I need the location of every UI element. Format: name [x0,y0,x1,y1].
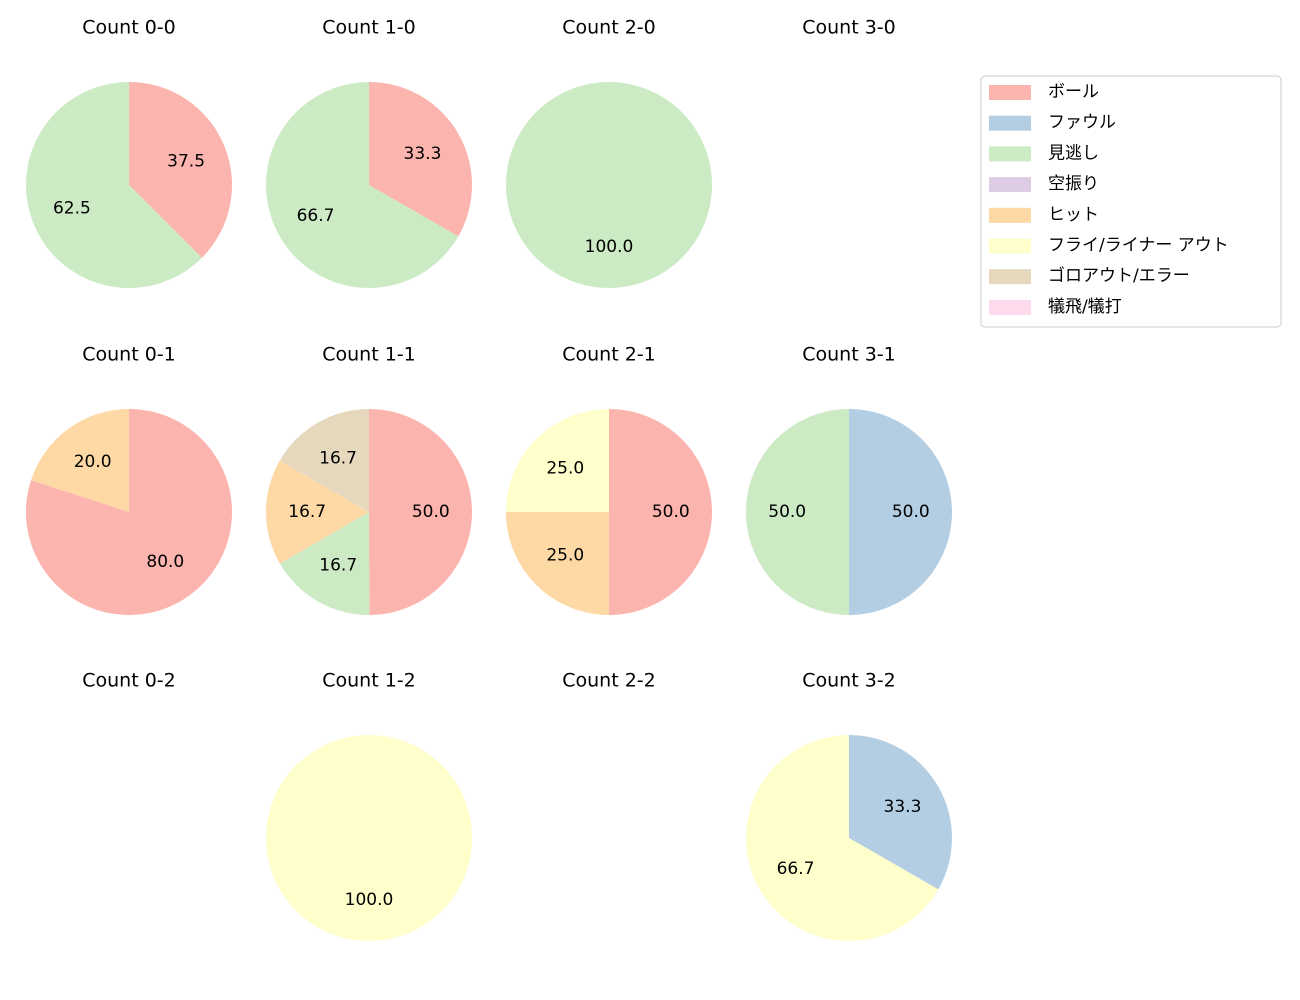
data-label: 20.0 [74,452,112,472]
data-label: 50.0 [412,502,450,522]
data-label: 50.0 [652,502,690,522]
pie-slice [26,82,202,288]
pie-slice [369,409,473,615]
pie-slice [849,735,953,890]
data-label: 25.0 [546,546,584,566]
chart-title: Count 2-2 [562,670,656,692]
pie-slice [26,409,233,615]
legend-swatch [989,146,1031,162]
chart-title: Count 2-1 [562,344,656,366]
data-label: 80.0 [146,552,184,572]
legend-box [980,75,1282,328]
pie-slice [279,512,370,616]
chart-title: Count 2-0 [562,17,656,39]
legend-label: 犠飛/犠打 [1048,297,1122,317]
pie-slice [506,512,609,615]
pie-slice [266,82,459,288]
legend-label: ヒット [1048,205,1099,225]
data-label: 25.0 [546,458,584,478]
legend-label: ボール [1048,82,1099,102]
pie-slice [746,409,849,615]
chart-title: Count 0-1 [82,344,176,366]
chart-title: Count 3-0 [802,17,896,39]
pie-slice [129,82,232,258]
data-label: 33.3 [404,144,442,164]
chart-title: Count 0-2 [82,670,176,692]
pie-slice [279,409,369,512]
pie-slice [849,409,952,615]
legend-swatch [989,207,1031,223]
data-label: 66.7 [777,859,815,879]
pie-slice [506,409,609,512]
data-label: 50.0 [892,502,930,522]
pie-slice [369,82,472,237]
legend-swatch [989,269,1031,285]
pie-slice [31,409,129,512]
legend-swatch [989,238,1031,254]
data-label: 16.7 [288,502,326,522]
data-label: 33.3 [884,797,922,817]
legend-label: 見逃し [1048,143,1099,163]
pie-slice [266,735,472,941]
legend-label: 空振り [1048,174,1099,194]
legend-swatch [989,177,1031,193]
data-label: 62.5 [53,199,91,219]
chart-title: Count 1-1 [322,344,416,366]
data-label: 16.7 [319,556,357,576]
chart-title: Count 3-1 [802,344,896,366]
data-label: 37.5 [167,151,205,171]
legend-label: ファウル [1048,113,1116,133]
chart-title: Count 3-2 [802,670,896,692]
legend-label: フライ/ライナー アウト [1048,236,1229,256]
chart-title: Count 1-0 [322,17,416,39]
data-label: 16.7 [319,448,357,468]
pie-slice [266,460,369,564]
chart-title: Count 0-0 [82,17,176,39]
legend-label: ゴロアウト/エラー [1048,265,1190,286]
data-label: 66.7 [297,206,335,226]
data-label: 50.0 [768,502,806,522]
legend-swatch [989,85,1031,100]
data-label: 100.0 [345,890,394,910]
data-label: 100.0 [585,237,634,257]
pie-slice [506,82,712,288]
pie-slice [609,409,712,615]
pie-slice [745,735,939,941]
legend-swatch [989,299,1031,315]
chart-title: Count 1-2 [322,670,416,692]
legend-swatch [989,115,1031,131]
